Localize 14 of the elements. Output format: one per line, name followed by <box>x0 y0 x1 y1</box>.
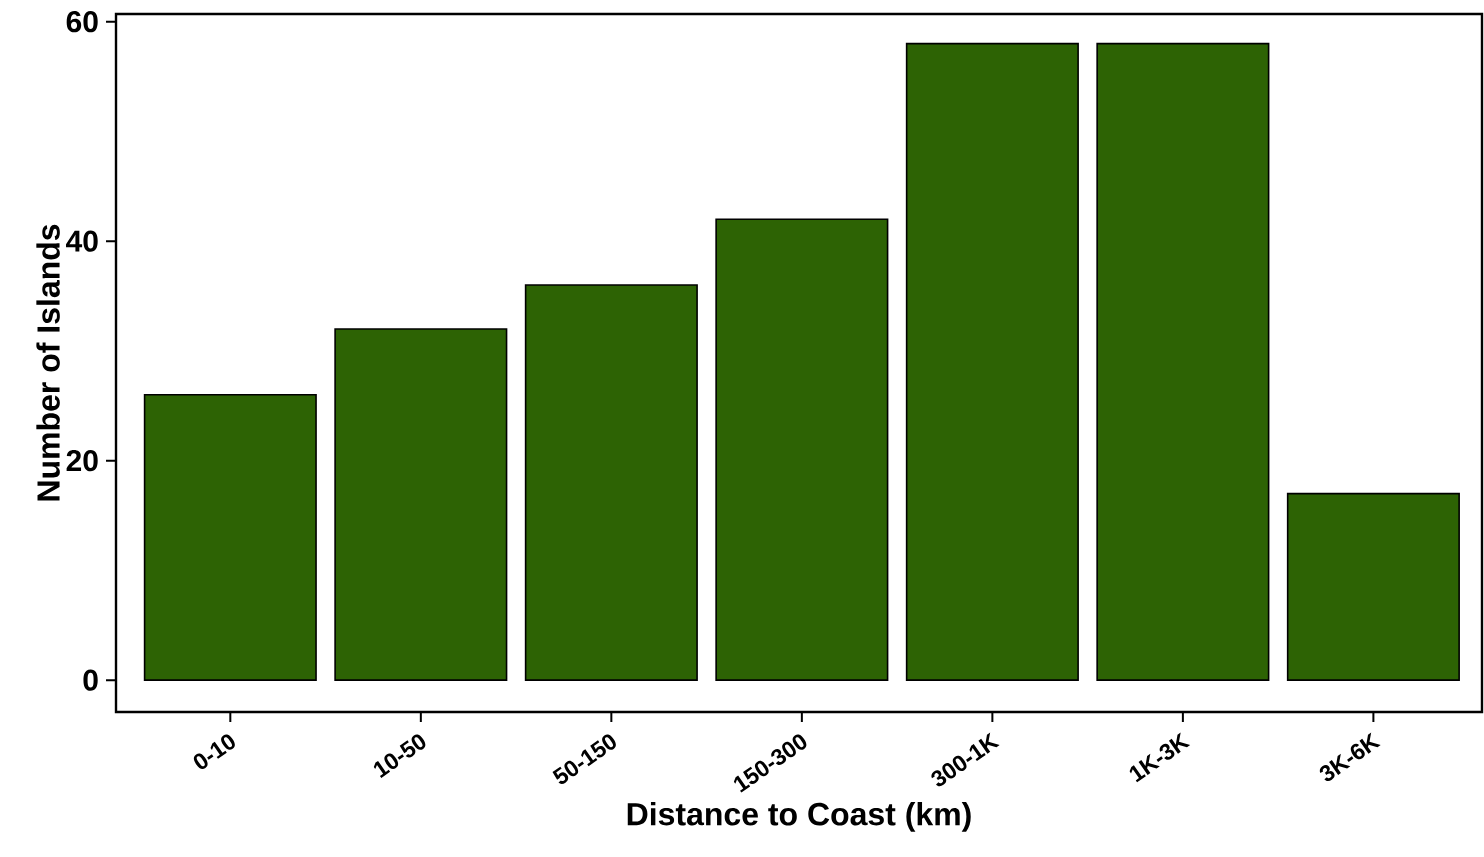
bar <box>905 42 1079 681</box>
bar <box>143 394 317 681</box>
bar <box>524 284 698 681</box>
bar <box>1286 492 1460 681</box>
bar <box>334 328 508 681</box>
x-axis-title: Distance to Coast (km) <box>627 801 971 832</box>
y-tick-label: 40 <box>66 230 98 252</box>
y-tick-label: 20 <box>66 450 98 472</box>
bar <box>1096 42 1270 681</box>
y-axis-title: Number of Islands <box>36 224 60 501</box>
bar <box>715 218 889 681</box>
y-tick-label: 60 <box>66 11 98 33</box>
x-tick-label: 0-10 <box>193 734 235 769</box>
y-tick-label: 0 <box>83 669 98 691</box>
